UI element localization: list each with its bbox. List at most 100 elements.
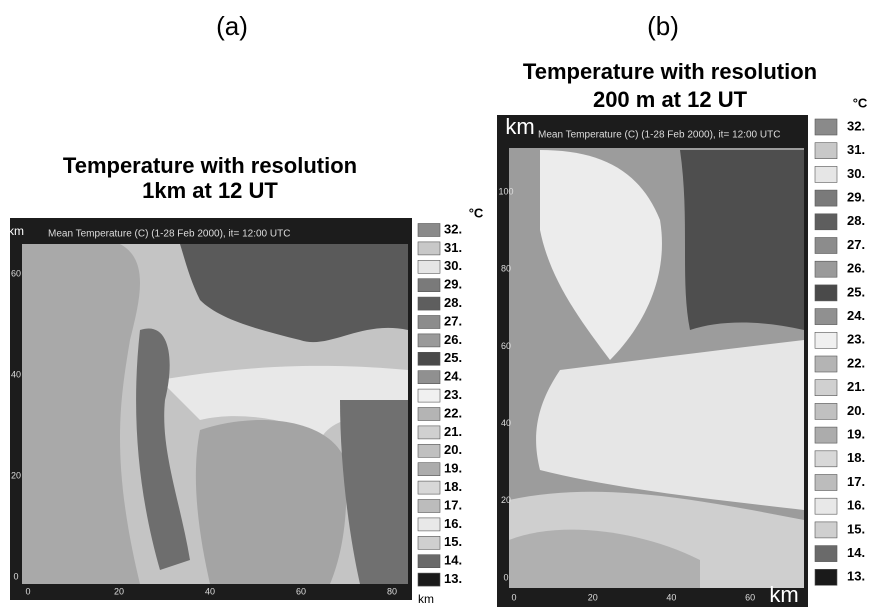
legend-label: 21. [847,379,865,394]
x-tick-label: 40 [205,586,215,596]
x-tick-label: 20 [114,586,124,596]
legend-swatch [814,379,838,397]
legend-label: 14. [847,545,865,560]
legend-swatch [417,517,441,532]
legend-label: 16. [444,516,462,531]
legend-swatch [417,296,441,311]
y-unit: km [8,224,24,238]
legend-swatch [417,535,441,550]
legend-swatch [814,521,838,539]
legend-label: 30. [444,258,462,273]
panel-label: (b) [647,11,679,41]
legend-label: 21. [444,424,462,439]
legend-label: 25. [847,284,865,299]
legend-swatch [814,545,838,562]
y-tick-label: 60 [501,341,511,351]
legend-swatch [814,426,838,444]
x-tick-label: 0 [25,586,30,596]
legend-swatch [417,388,441,403]
panel-title: Temperature with resolution [523,59,817,84]
legend-label: 13. [444,571,462,586]
legend-swatch [814,568,838,586]
legend-label: 17. [847,474,865,489]
legend-label: 27. [444,313,462,328]
legend-swatch [417,480,441,495]
legend-label: 19. [444,461,462,476]
legend-swatch [814,284,838,302]
y-tick-label: 80 [501,264,511,274]
legend-label: 29. [847,190,865,205]
legend-label: 28. [444,295,462,310]
y-tick-label: 0 [503,572,508,582]
y-tick-label: 40 [501,418,511,428]
legend-label: 26. [444,332,462,347]
x-tick-label: 40 [666,592,676,602]
map-a [10,218,412,600]
y-tick-label: 100 [498,186,513,196]
plot-header: Mean Temperature (C) (1-28 Feb 2000), it… [48,229,290,240]
plot-header: Mean Temperature (C) (1-28 Feb 2000), it… [538,130,780,141]
x-tick-label: 60 [745,592,755,602]
legend-swatch [417,572,441,587]
legend-swatch [417,370,441,385]
panel-label: (a) [216,11,248,41]
legend-swatch [814,213,838,231]
legend-swatch [814,450,838,468]
legend-swatch [814,260,838,278]
legend-label: 15. [444,534,462,549]
legend-label: 18. [847,450,865,465]
legend-swatch [417,425,441,440]
legend-swatch [814,142,838,159]
legend-label: 15. [847,521,865,536]
panel-title: 1km at 12 UT [142,178,278,203]
x-tick-label: 0 [511,592,516,602]
legend-swatch [417,315,441,329]
legend-swatch [814,497,838,515]
legend-label: 13. [847,569,865,584]
legend-label: 22. [847,355,865,370]
legend-swatch [417,499,441,513]
legend-label: 32. [444,221,462,236]
x-tick-label: 20 [588,592,598,602]
y-tick-label: 60 [11,268,21,278]
legend-label: 20. [847,403,865,418]
legend-swatch [417,259,441,274]
y-tick-label: 20 [11,470,21,480]
legend-label: 23. [444,387,462,402]
legend-label: 18. [444,479,462,494]
legend-label: 20. [444,442,462,457]
legend-swatch [417,351,441,366]
y-tick-label: 20 [501,495,511,505]
legend-swatch [814,118,838,136]
x-unit: km [418,592,434,606]
legend-swatch [814,331,838,349]
legend-swatch [417,407,441,421]
legend-label: 24. [444,369,462,384]
legend-swatch [814,403,838,420]
legend-swatch [814,308,838,325]
legend-label: 22. [444,405,462,420]
legend-swatch [814,237,838,254]
legend-unit: °C [853,95,868,110]
legend-label: 23. [847,332,865,347]
y-unit: km [505,114,534,139]
y-tick-label: 0 [13,571,18,581]
panel-title: 200 m at 12 UT [593,87,748,112]
legend-swatch [814,355,838,373]
legend-swatch [814,474,838,491]
y-tick-label: 40 [11,369,21,379]
legend-label: 14. [444,553,462,568]
legend-label: 31. [847,142,865,157]
legend-label: 32. [847,118,865,133]
legend-swatch [814,166,838,183]
legend-swatch [417,333,441,348]
legend-label: 19. [847,427,865,442]
panel-title: Temperature with resolution [63,153,357,178]
legend-swatch [417,554,441,569]
legend-swatch [417,443,441,458]
legend-label: 28. [847,213,865,228]
legend-label: 29. [444,277,462,292]
legend-label: 30. [847,166,865,181]
map-b [497,115,808,607]
